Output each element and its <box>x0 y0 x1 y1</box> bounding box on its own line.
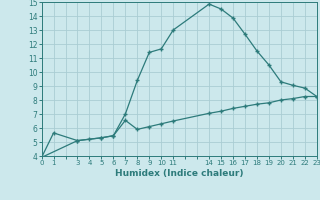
X-axis label: Humidex (Indice chaleur): Humidex (Indice chaleur) <box>115 169 244 178</box>
